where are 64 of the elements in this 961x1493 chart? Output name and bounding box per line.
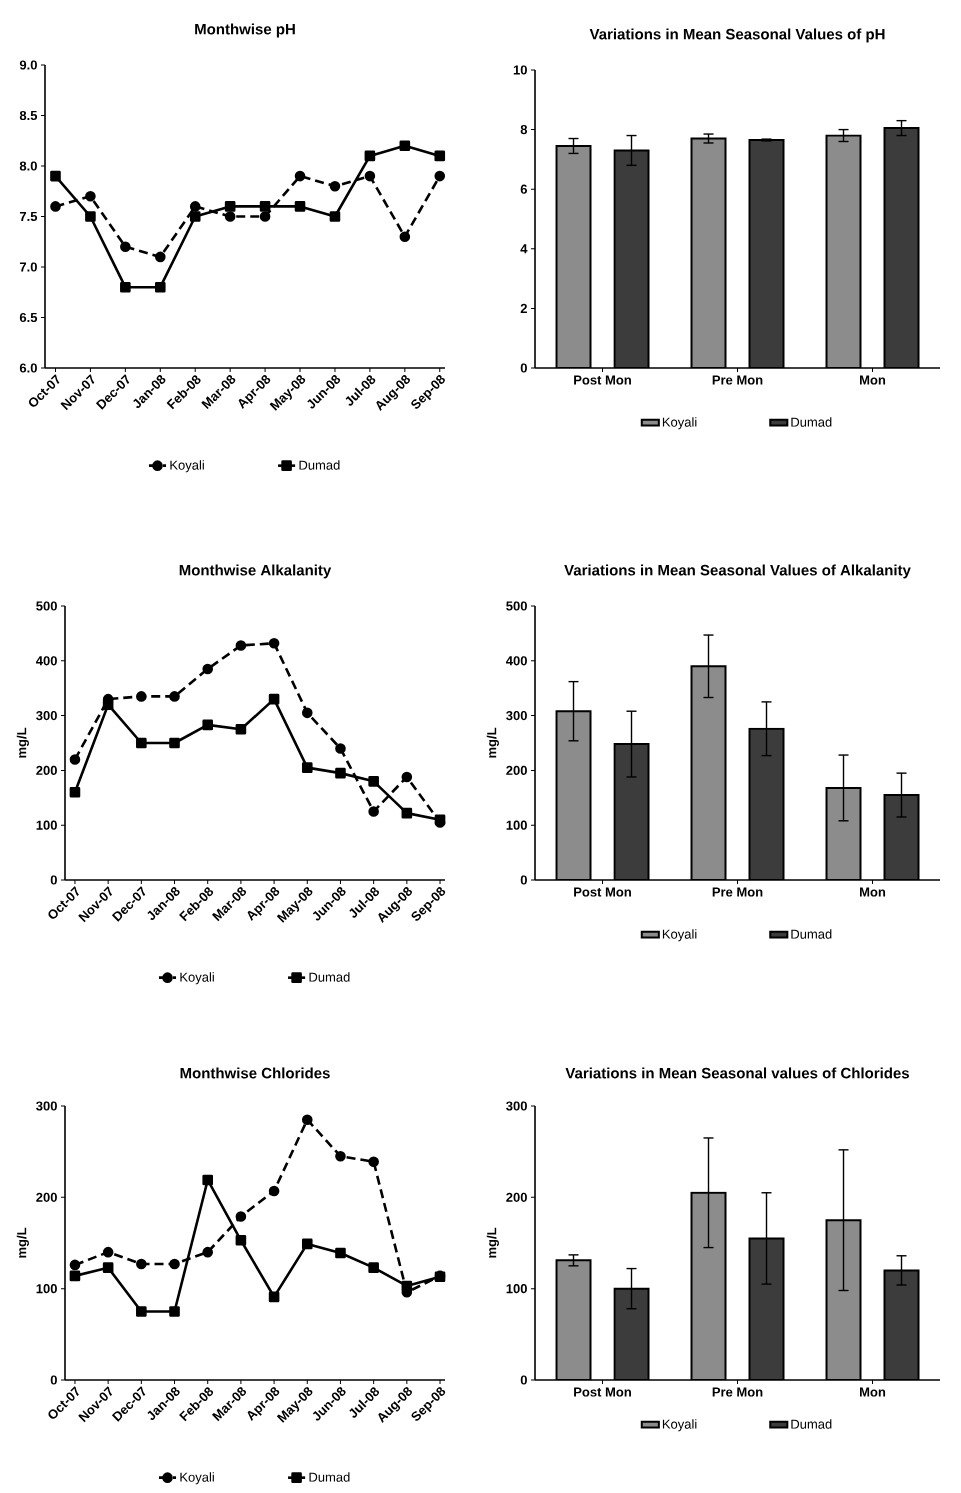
x-tick-label: Pre Mon <box>712 887 763 897</box>
y-tick-label: 500 <box>506 601 527 611</box>
y-tick-label: 300 <box>506 710 527 721</box>
chart-title: Monthwise Alkalanity <box>179 564 332 579</box>
chart-title: Variations in Mean Seasonal Values of pH <box>589 28 885 43</box>
legend-label: Koyali <box>180 972 214 985</box>
y-tick-label: 7.0 <box>19 262 37 272</box>
y-tick-label: 8 <box>520 124 528 135</box>
x-tick-label: Pre Mon <box>712 1387 763 1397</box>
y-tick-label: 200 <box>36 765 57 775</box>
legend-label: Koyali <box>662 417 697 430</box>
legend-label: Dumad <box>791 417 832 427</box>
legend-label: Koyali <box>180 1472 214 1485</box>
y-tick-label: 8.0 <box>19 161 37 171</box>
y-tick-label: 4 <box>520 244 528 254</box>
legend-label: Koyali <box>662 1419 697 1432</box>
y-tick-label: 200 <box>506 765 527 775</box>
y-tick-label: 7.5 <box>19 211 38 222</box>
y-tick-label: 200 <box>506 1192 527 1202</box>
y-tick-label: 10 <box>513 65 527 75</box>
y-tick-label: 400 <box>505 656 527 666</box>
x-tick-label: Mon <box>860 1387 886 1397</box>
x-tick-label: Post Mon <box>574 887 631 897</box>
chart-title: Monthwise pH <box>195 23 295 38</box>
y-tick-label: 100 <box>506 820 527 830</box>
y-tick-label: 8.5 <box>19 110 38 121</box>
y-axis-title: mg/L <box>16 1227 29 1258</box>
chart-title: Variations in Mean Seasonal Values of Alkalanity <box>564 564 911 579</box>
legend-label: Koyali <box>170 460 204 473</box>
y-tick-label: 400 <box>35 656 57 666</box>
y-tick-label: 100 <box>36 1284 57 1294</box>
x-tick-label: Pre Mon <box>712 375 763 385</box>
y-axis-title: mg/L <box>486 727 499 758</box>
x-tick-label: Mon <box>860 375 886 385</box>
y-tick-label: 0 <box>520 875 527 885</box>
y-tick-label: 300 <box>36 1101 57 1111</box>
legend-label: Koyali <box>662 929 697 942</box>
y-tick-label: 6 <box>520 184 527 194</box>
chart-title: Monthwise Chlorides <box>180 1067 330 1079</box>
x-tick-label: Post Mon <box>574 375 631 385</box>
y-tick-label: 0 <box>520 1375 527 1385</box>
y-axis-title: mg/L <box>16 727 29 758</box>
x-tick-label: Post Mon <box>574 1387 631 1397</box>
legend-label: Dumad <box>309 1472 350 1482</box>
y-tick-label: 6.0 <box>19 363 37 373</box>
chart-title: Variations in Mean Seasonal values of Chlorides <box>565 1067 910 1079</box>
y-tick-label: 0 <box>50 875 57 885</box>
legend-label: Dumad <box>309 972 350 982</box>
y-tick-label: 6.5 <box>19 312 38 323</box>
legend-label: Dumad <box>299 460 340 470</box>
y-tick-label: 200 <box>36 1192 57 1202</box>
y-tick-label: 300 <box>36 710 57 721</box>
y-tick-label: 2 <box>520 303 527 313</box>
y-tick-label: 0 <box>520 363 527 373</box>
y-tick-label: 100 <box>506 1284 527 1294</box>
y-tick-label: 9.0 <box>19 60 37 70</box>
y-tick-label: 0 <box>50 1375 57 1385</box>
legend-label: Dumad <box>791 929 832 939</box>
y-tick-label: 100 <box>36 820 57 830</box>
y-axis-title: mg/L <box>486 1227 499 1258</box>
y-tick-label: 500 <box>36 601 57 611</box>
y-tick-label: 300 <box>506 1101 527 1111</box>
x-tick-label: Mon <box>860 887 886 897</box>
legend-label: Dumad <box>791 1419 832 1429</box>
